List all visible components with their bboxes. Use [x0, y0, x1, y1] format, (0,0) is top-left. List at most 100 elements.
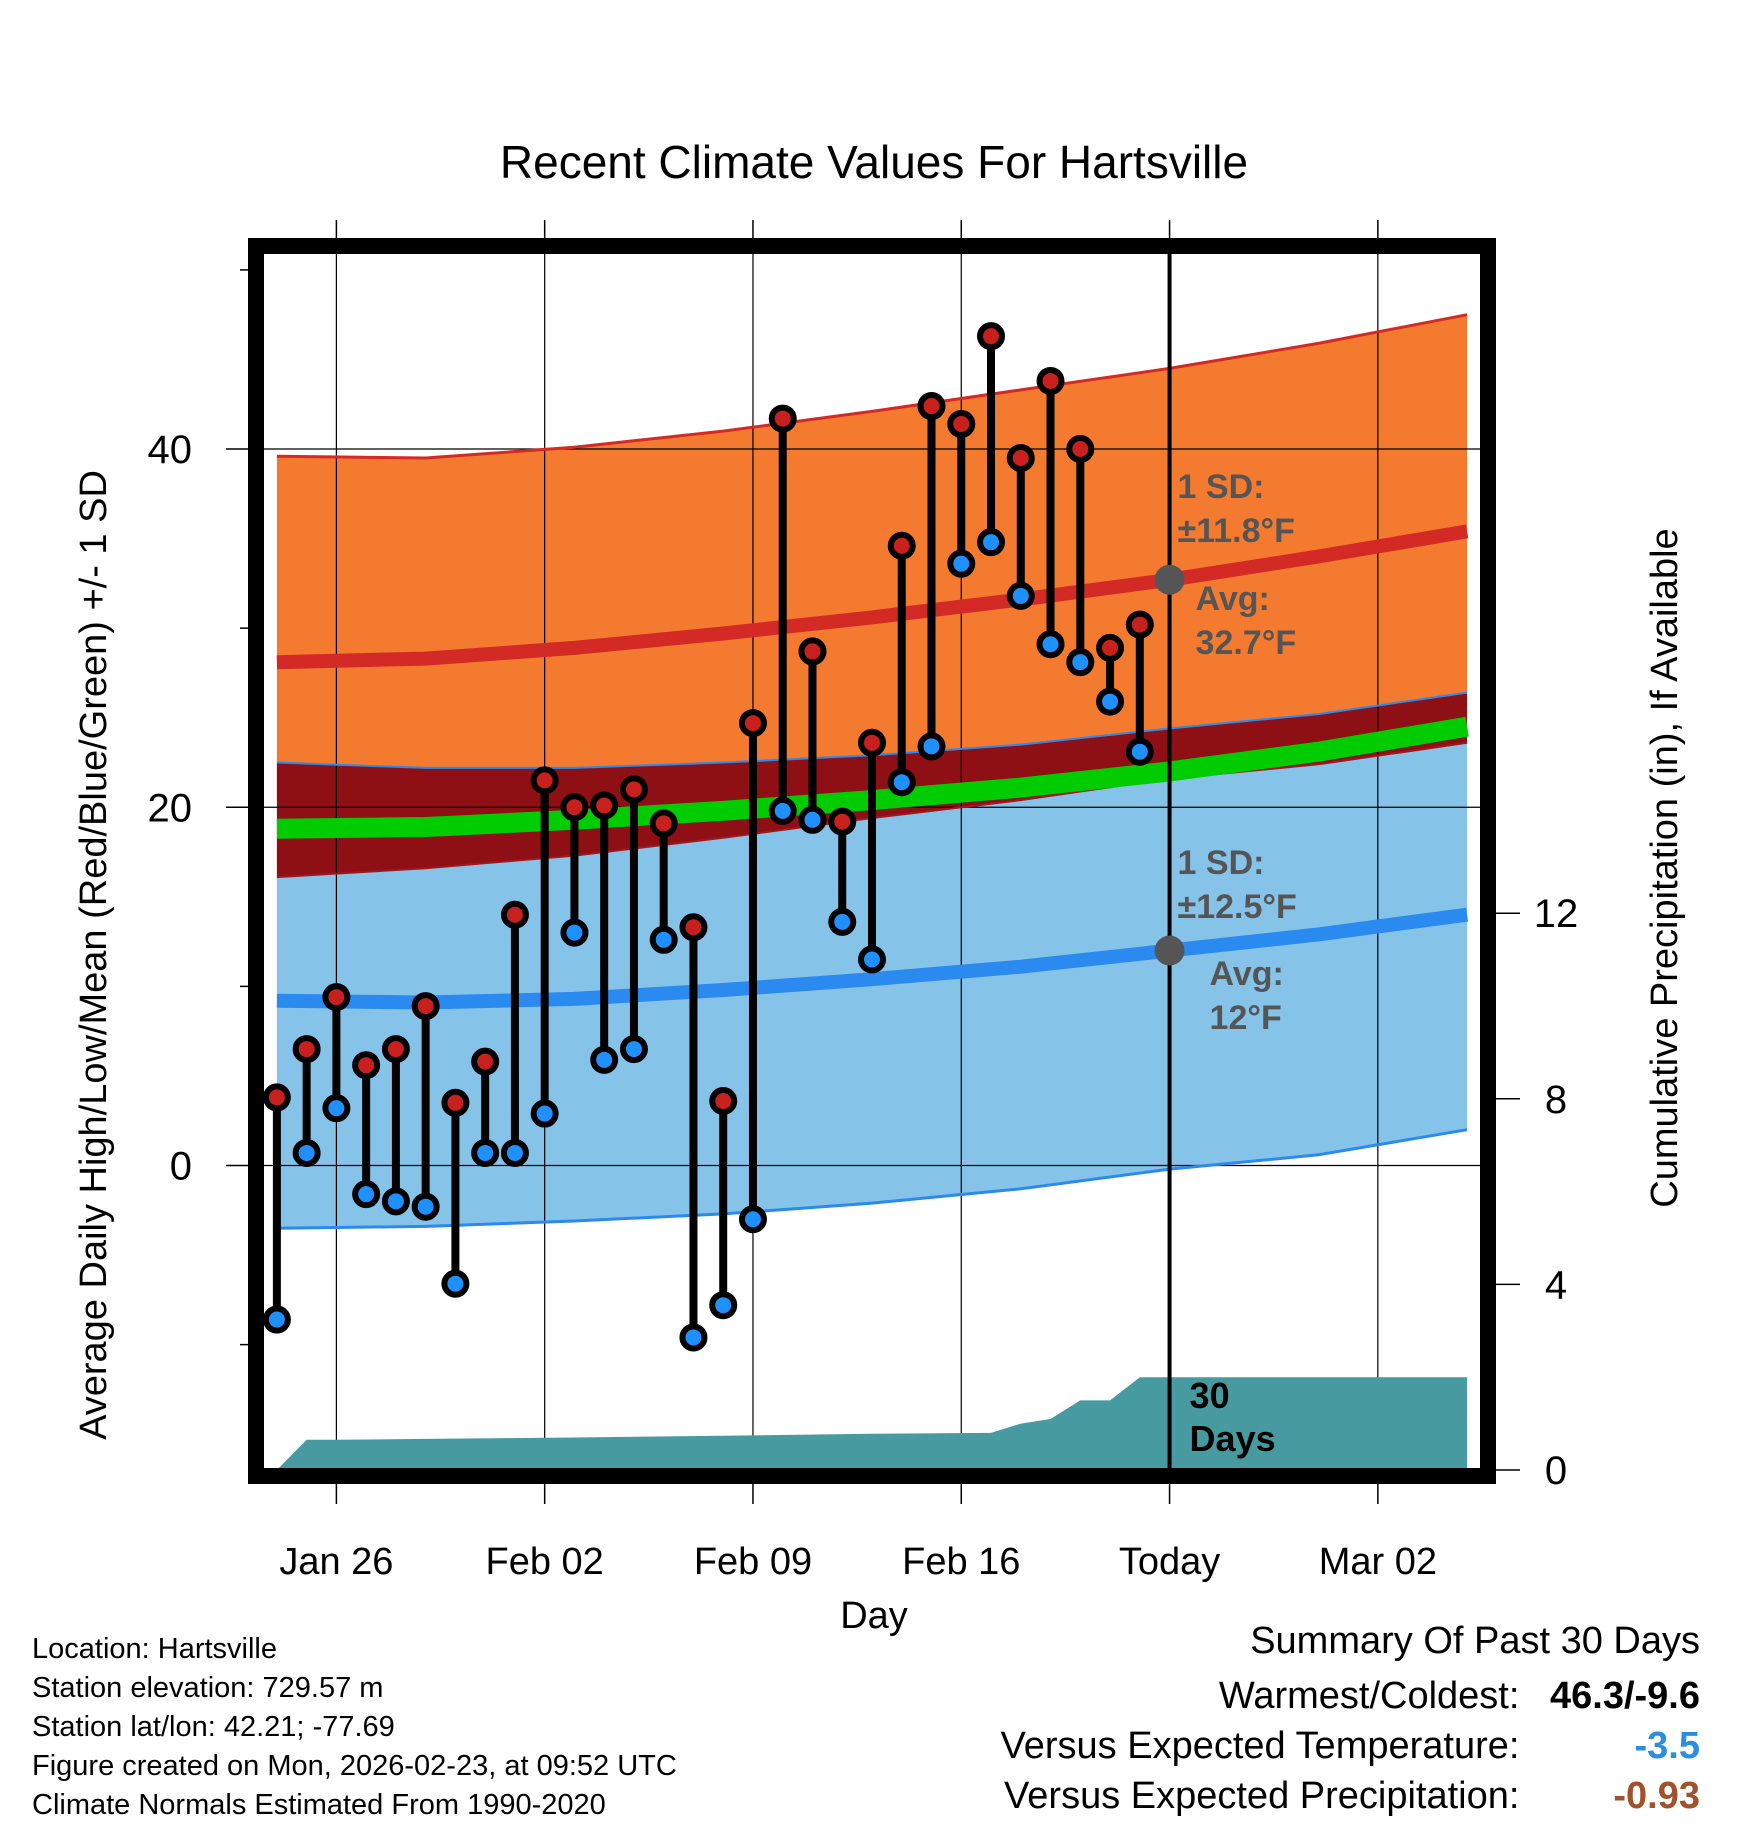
- warm-cold-value: 46.3/-9.6: [1550, 1675, 1700, 1717]
- x-axis-label: Day: [840, 1595, 908, 1637]
- today-high-avg-marker: [1154, 564, 1185, 595]
- daily-low-point: [709, 1291, 738, 1320]
- high-sd-label: 1 SD:: [1178, 468, 1265, 506]
- x-tick-label: Today: [1119, 1541, 1220, 1583]
- daily-low-point: [381, 1187, 410, 1216]
- daily-high-point: [649, 809, 678, 838]
- temp-label: Versus Expected Temperature:: [1000, 1725, 1520, 1767]
- x-tick-label: Mar 02: [1319, 1541, 1437, 1583]
- daily-low-point: [768, 796, 797, 825]
- daily-low-point: [590, 1045, 619, 1074]
- x-tick-label: Feb 02: [486, 1541, 604, 1583]
- daily-high-point: [1066, 435, 1095, 464]
- daily-high-point: [1125, 610, 1154, 639]
- daily-high-point: [768, 404, 797, 433]
- daily-low-point: [530, 1099, 559, 1128]
- y2-axis-label: Cumulative Precipitation (in), If Availa…: [1644, 528, 1686, 1207]
- daily-low-point: [411, 1192, 440, 1221]
- x-tick-label: Jan 26: [279, 1541, 393, 1583]
- daily-low-point: [1096, 687, 1125, 716]
- high-avg-value: 32.7°F: [1196, 624, 1297, 662]
- normals-text: Climate Normals Estimated From 1990-2020: [32, 1789, 606, 1821]
- daily-low-point: [1006, 581, 1035, 610]
- daily-low-point: [500, 1138, 529, 1167]
- plot-area: 1 SD: ±11.8°F Avg: 32.7°F 1 SD: ±12.5°F Avg: 12…: [148, 220, 1579, 1583]
- daily-high-point: [709, 1087, 738, 1116]
- precip-area: [276, 1377, 1468, 1470]
- daily-low-point: [471, 1138, 500, 1167]
- latlon-text: Station lat/lon: 42.21; -77.69: [32, 1711, 395, 1743]
- daily-high-point: [679, 913, 708, 942]
- chart-title: Recent Climate Values For Hartsville: [500, 136, 1248, 188]
- daily-high-point: [590, 791, 619, 820]
- daily-high-point: [411, 992, 440, 1021]
- daily-high-point: [1096, 633, 1125, 662]
- high-avg-line: [276, 524, 1469, 670]
- location-text: Location: Hartsville: [32, 1633, 277, 1665]
- daily-low-point: [917, 732, 946, 761]
- daily-high-point: [858, 728, 886, 757]
- daily-high-point: [262, 1083, 291, 1112]
- low-sd-value: ±12.5°F: [1178, 888, 1297, 926]
- daily-low-point: [828, 907, 857, 936]
- days-label: Days: [1190, 1418, 1276, 1459]
- daily-low-point: [649, 925, 678, 954]
- daily-low-point: [738, 1205, 767, 1234]
- daily-low-point: [352, 1180, 381, 1209]
- daily-high-point: [947, 409, 976, 438]
- precip-row: Versus Expected Precipitation: -0.93: [1001, 1775, 1700, 1825]
- daily-high-point: [381, 1035, 410, 1064]
- daily-low-point: [858, 945, 886, 974]
- daily-high-point: [1036, 366, 1065, 395]
- summary-panel: Summary Of Past 30 Days Warmest/Coldest:…: [1001, 1620, 1700, 1825]
- daily-high-point: [977, 322, 1006, 351]
- daily-high-point: [500, 900, 529, 929]
- daily-low-point: [1036, 630, 1065, 659]
- daily-low-point: [887, 768, 916, 797]
- plot-inner: [262, 252, 1482, 1470]
- daily-low-point: [560, 918, 589, 947]
- daily-high-point: [530, 766, 559, 795]
- daily-high-point: [322, 983, 351, 1012]
- daily-high-point: [1006, 443, 1035, 472]
- daily-high-point: [828, 807, 857, 836]
- low-lower-line: [276, 1128, 1468, 1230]
- high-sd-value: ±11.8°F: [1178, 512, 1295, 550]
- days-count: 30: [1190, 1375, 1230, 1416]
- today-low-avg-marker: [1154, 935, 1185, 966]
- low-avg-value: 12°F: [1210, 999, 1282, 1037]
- y-axis-label: Average Daily High/Low/Mean (Red/Blue/Gr…: [73, 470, 115, 1440]
- elevation-text: Station elevation: 729.57 m: [32, 1672, 384, 1704]
- y-tick-label: 40: [148, 428, 193, 472]
- y2-tick-label: 12: [1534, 892, 1579, 936]
- station-info: Location: Hartsville Station elevation: …: [32, 1630, 677, 1825]
- low-avg-label: Avg:: [1210, 955, 1284, 993]
- high-upper-line: [276, 313, 1468, 460]
- daily-high-point: [352, 1051, 381, 1080]
- summary-title: Summary Of Past 30 Days: [1250, 1620, 1700, 1662]
- y-tick-label: 20: [148, 786, 193, 830]
- daily-low-point: [441, 1269, 470, 1298]
- x-tick-label: Feb 16: [902, 1541, 1020, 1583]
- daily-high-point: [560, 793, 589, 822]
- daily-high-point: [917, 392, 946, 421]
- low-avg-line: [276, 907, 1469, 1010]
- daily-low-point: [977, 528, 1006, 557]
- temp-row: Versus Expected Temperature: -3.5: [1001, 1725, 1700, 1775]
- daily-low-point: [322, 1094, 351, 1123]
- daily-low-point: [619, 1035, 648, 1064]
- x-tick-label: Feb 09: [694, 1541, 812, 1583]
- daily-high-point: [798, 637, 827, 666]
- created-text: Figure created on Mon, 2026-02-23, at 09…: [32, 1750, 677, 1782]
- warm-cold-label: Warmest/Coldest:: [1218, 1675, 1520, 1717]
- y2-tick-label: 8: [1545, 1078, 1567, 1122]
- high-avg-label: Avg:: [1196, 580, 1270, 618]
- daily-low-point: [947, 549, 976, 578]
- precip-label: Versus Expected Precipitation:: [1004, 1775, 1520, 1817]
- low-sd-label: 1 SD:: [1178, 844, 1265, 882]
- daily-low-point: [262, 1305, 291, 1334]
- daily-low-point: [1066, 648, 1095, 677]
- daily-low-point: [292, 1138, 321, 1167]
- daily-low-point: [798, 805, 827, 834]
